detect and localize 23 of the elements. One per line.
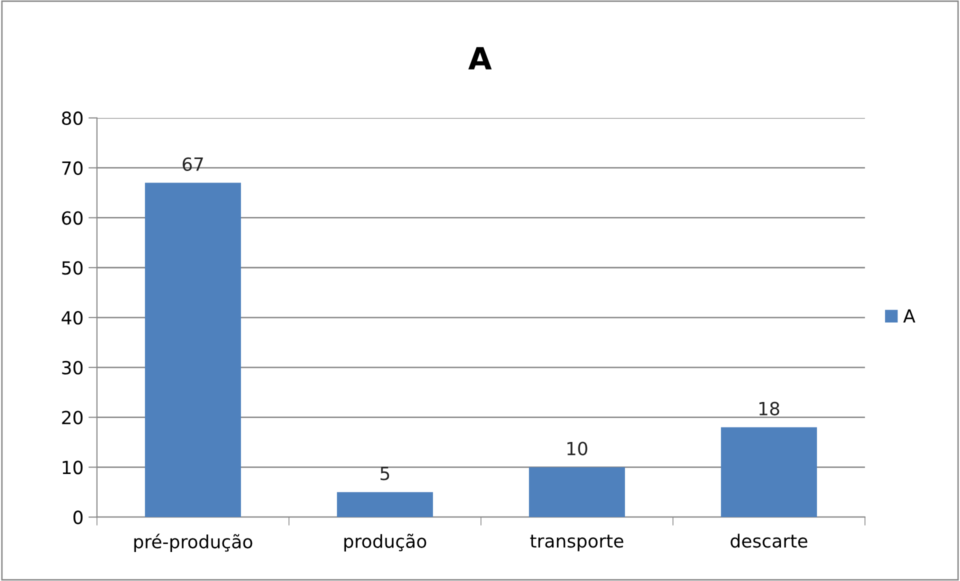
y-tick-label: 80 — [62, 111, 83, 126]
y-tick-label: 50 — [62, 261, 83, 275]
chart-title: A — [468, 47, 492, 70]
data-label: 18 — [759, 402, 780, 416]
y-tick-label: 0 — [73, 510, 83, 524]
data-label: 67 — [182, 157, 203, 171]
legend-label: A — [903, 309, 916, 322]
x-tick-label: pré-produção — [134, 534, 252, 552]
x-tick-label: produção — [344, 534, 426, 552]
bar — [144, 182, 241, 518]
x-tick-label: descarte — [730, 534, 808, 548]
x-tick-label: transporte — [530, 534, 624, 552]
y-tick-label: 10 — [62, 460, 83, 474]
y-tick-label: 70 — [62, 161, 83, 175]
bar — [336, 492, 433, 518]
data-label: 5 — [380, 466, 390, 480]
y-tick-label: 60 — [62, 211, 83, 225]
bar — [720, 427, 817, 518]
bar — [528, 467, 625, 518]
y-tick-label: 20 — [62, 410, 83, 424]
y-tick-label: 30 — [62, 360, 83, 375]
data-label: 10 — [567, 442, 588, 456]
y-tick-label: 40 — [62, 310, 83, 325]
